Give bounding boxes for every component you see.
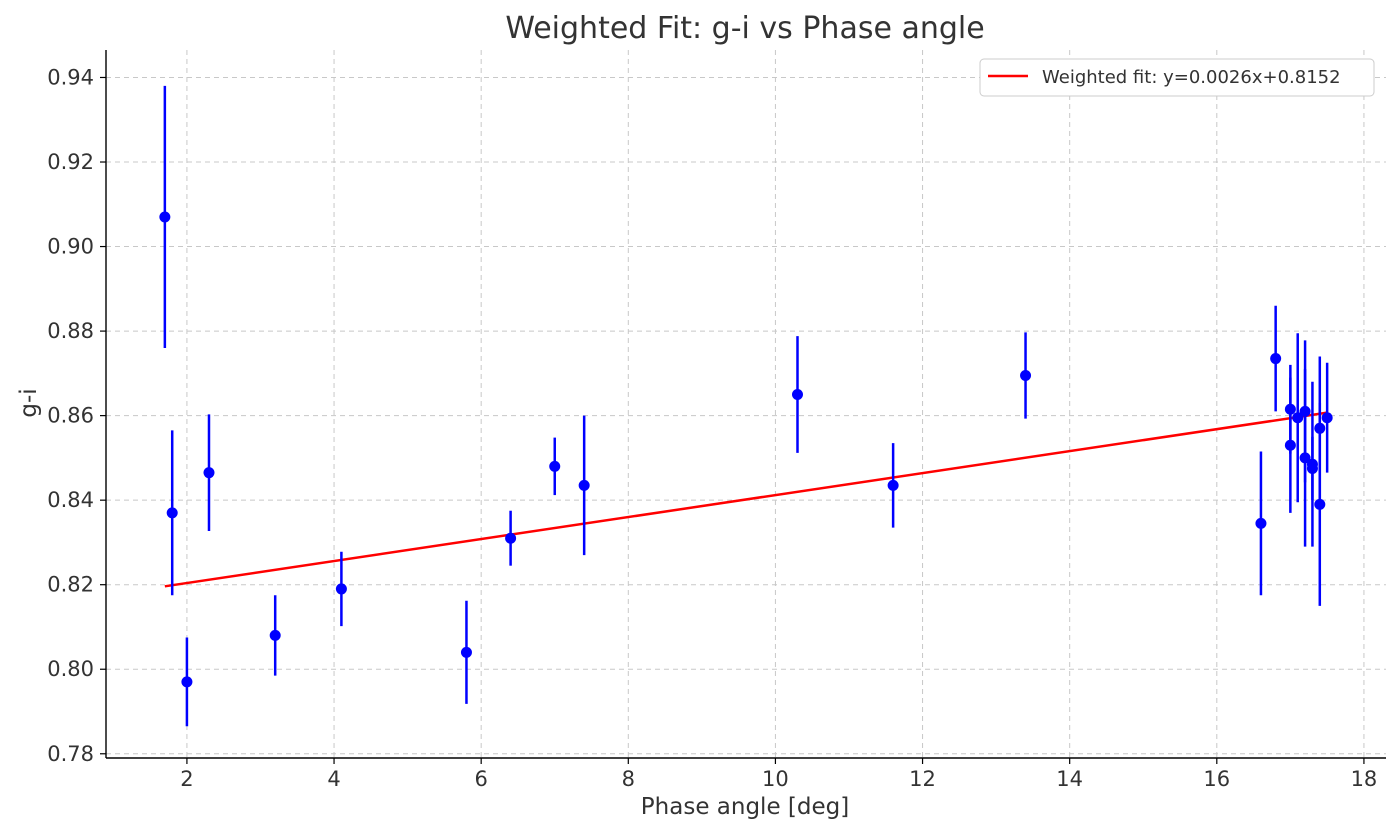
y-tick-label: 0.92 [47,150,94,174]
data-point [887,479,899,491]
data-point [166,507,178,519]
x-tick-label: 12 [909,767,936,791]
y-tick-label: 0.84 [47,488,94,512]
y-tick-label: 0.78 [47,742,94,766]
data-point [1314,498,1326,510]
data-point [1284,439,1296,451]
y-axis-label: g-i [16,388,42,417]
y-tick-label: 0.94 [47,65,94,89]
x-tick-label: 16 [1203,767,1230,791]
x-tick-label: 2 [180,767,193,791]
chart-title: Weighted Fit: g-i vs Phase angle [505,11,984,46]
y-tick-label: 0.82 [47,573,94,597]
data-point [181,676,193,688]
data-point [578,479,590,491]
fit-line-layer [164,411,1328,588]
data-points [159,85,1333,727]
data-point [460,646,472,658]
data-point [1020,369,1032,381]
x-tick-label: 8 [622,767,635,791]
data-point [1270,353,1282,365]
data-point [549,460,561,472]
x-tick-label: 6 [474,767,487,791]
data-point [505,532,517,544]
axes: 2 4 6 8 10 12 14 16 18 0.78 0.80 0.82 0.84 0.86 0.88 0.… [47,50,1386,791]
data-point [1292,412,1304,424]
y-tick-label: 0.80 [47,657,94,681]
x-tick-label: 10 [762,767,789,791]
data-point [335,583,347,595]
data-point [1299,452,1311,464]
data-point [203,467,215,479]
legend: Weighted fit: y=0.0026x+0.8152 [979,58,1375,97]
y-tick-label: 0.90 [47,235,94,259]
data-point [1255,517,1267,529]
y-tick-label: 0.88 [47,319,94,343]
grid [106,50,1386,758]
x-axis-label: Phase angle [deg] [641,794,849,820]
data-point [1306,462,1318,474]
data-point [159,211,171,223]
fit-line [164,411,1328,588]
legend-box [979,58,1375,97]
x-tick-label: 4 [327,767,340,791]
data-point [791,388,803,400]
data-point [1321,412,1333,424]
y-tick-label: 0.86 [47,404,94,428]
x-tick-label: 14 [1056,767,1083,791]
data-point [269,629,281,641]
legend-fit-label: Weighted fit: y=0.0026x+0.8152 [1042,67,1341,88]
x-tick-label: 18 [1351,767,1378,791]
